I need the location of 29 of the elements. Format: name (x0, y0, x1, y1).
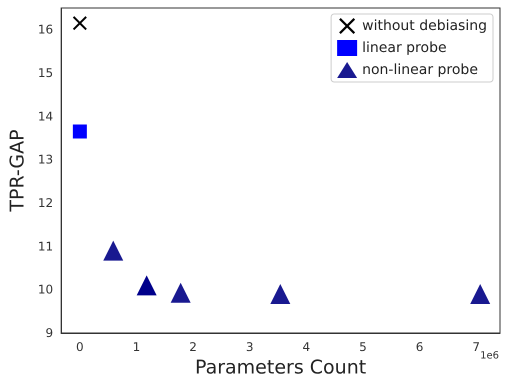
legend-label: linear probe (362, 40, 447, 56)
point (72, 124, 87, 138)
x-axis-title: Parameters Count (194, 356, 366, 378)
x-tick-label: 4 (302, 340, 310, 354)
x-tick-label: 0 (76, 340, 84, 354)
x-tick-label: 7 (472, 340, 480, 354)
x-tick-label: 2 (189, 340, 197, 354)
legend-label: without debiasing (362, 18, 488, 34)
y-tick-label: 15 (38, 66, 54, 80)
point (136, 275, 157, 296)
y-tick-label: 10 (38, 282, 54, 297)
point (103, 240, 124, 261)
x-tick-label: 5 (359, 340, 367, 354)
y-tick-label: 16 (38, 22, 54, 37)
x-tick-label: 6 (416, 340, 424, 354)
point (170, 282, 191, 303)
y-tick-label: 12 (38, 196, 54, 210)
point (72, 16, 87, 30)
point (470, 284, 490, 304)
x-tick-label: 1 (132, 340, 140, 354)
y-tick-label: 9 (46, 326, 54, 340)
x-tick-label: 3 (246, 340, 254, 354)
y-axis-title: TPR-GAP (6, 129, 28, 213)
y-tick-label: 14 (38, 109, 54, 124)
y-tick-label: 13 (38, 152, 54, 167)
point (270, 284, 290, 304)
legend-label: non-linear probe (362, 62, 478, 78)
y-tick-label: 11 (38, 239, 54, 254)
text: 1e6 (480, 350, 500, 362)
